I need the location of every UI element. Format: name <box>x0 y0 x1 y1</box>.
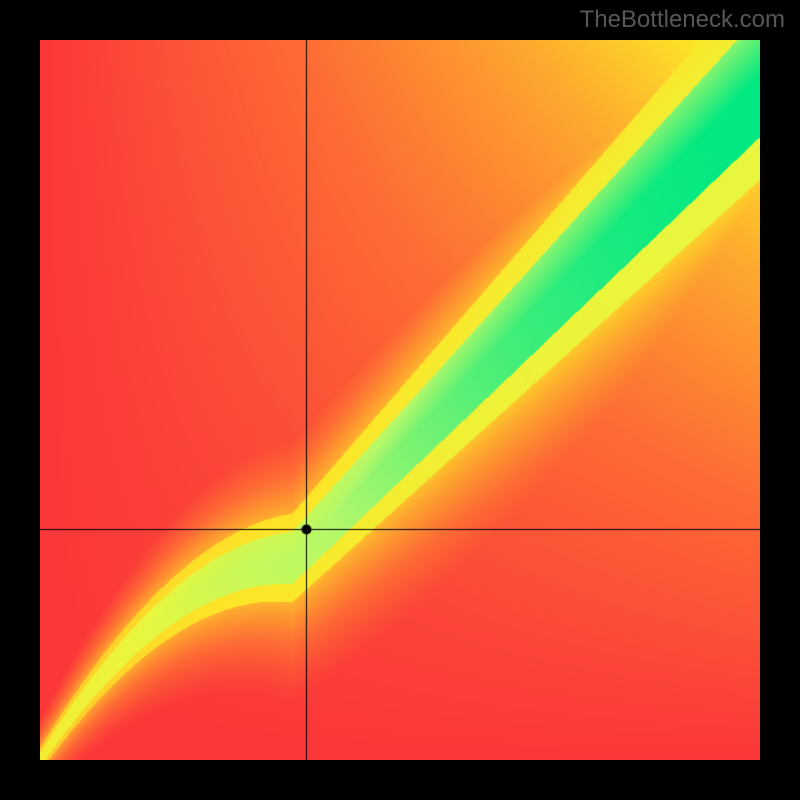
bottleneck-heatmap <box>40 40 760 760</box>
watermark-text: TheBottleneck.com <box>580 6 785 34</box>
